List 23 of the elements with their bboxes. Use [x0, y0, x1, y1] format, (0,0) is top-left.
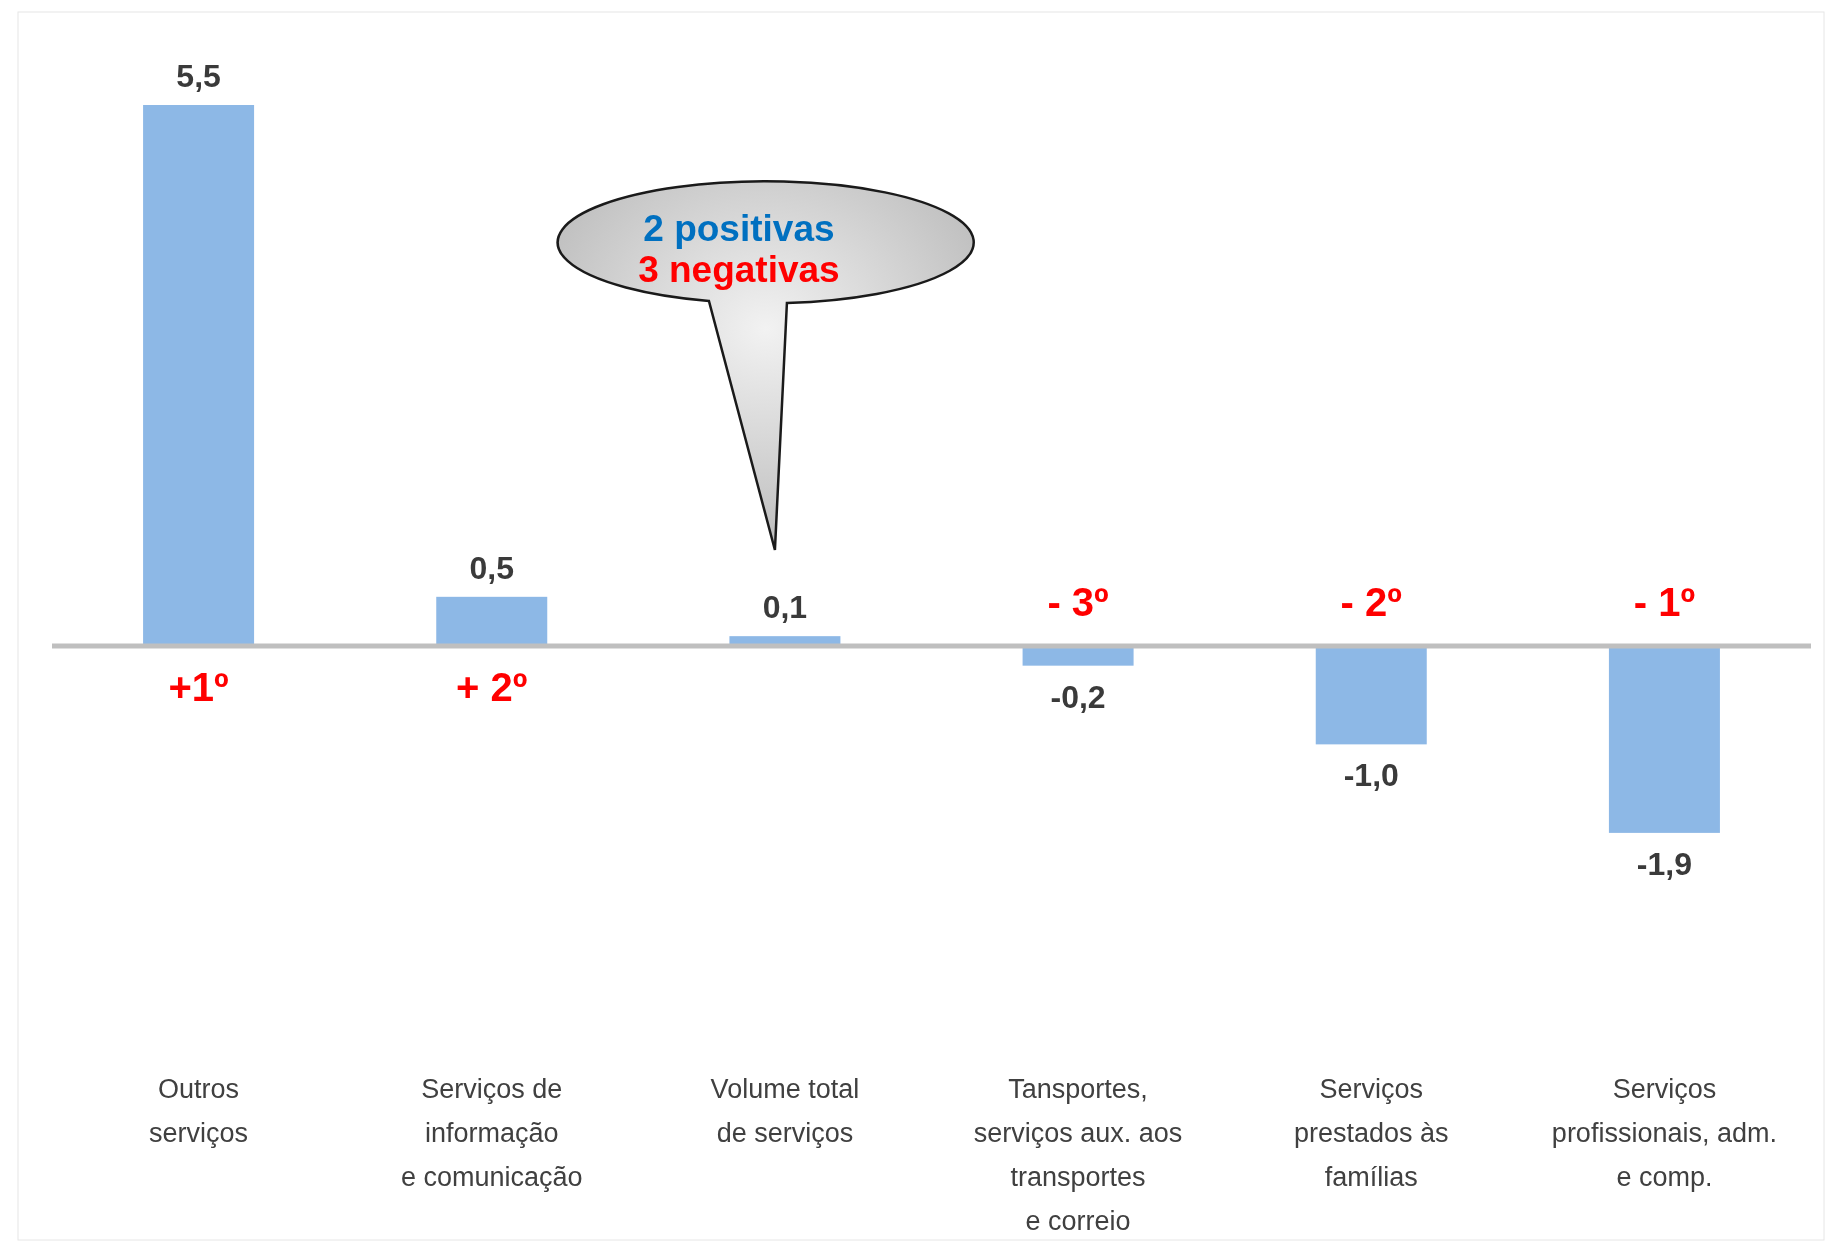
annotation: +1º — [168, 665, 229, 709]
annotation: 3 negativas — [638, 249, 840, 290]
data-label: 0,5 — [469, 549, 514, 586]
x-tick-label: Outros serviços — [149, 1074, 249, 1148]
annotation: - 2º — [1340, 580, 1402, 624]
annotation: + 2º — [456, 665, 528, 709]
bar — [143, 105, 255, 646]
bar — [436, 596, 548, 646]
data-label: 5,5 — [176, 58, 221, 94]
annotation: 2 positivas — [643, 208, 835, 249]
data-label: -1,0 — [1343, 757, 1399, 794]
x-tick-label: Tansportes, serviços aux. aos transportes e correio — [973, 1074, 1183, 1236]
x-tick-label: Serviços profissionais, adm. e comp. — [1551, 1074, 1777, 1192]
data-label: -0,2 — [1050, 678, 1106, 715]
x-tick-label: Serviços de informação e comunicação — [400, 1074, 583, 1192]
annotation: - 1º — [1633, 580, 1696, 624]
annotation: - 3º — [1047, 580, 1109, 624]
x-tick-label: Volume total de serviços — [710, 1074, 860, 1148]
data-label: -1,9 — [1636, 845, 1692, 882]
bar — [1608, 646, 1720, 833]
bar — [1315, 646, 1427, 745]
data-label: 0,1 — [762, 589, 808, 626]
x-tick-label: Serviços prestados às famílias — [1293, 1074, 1449, 1192]
